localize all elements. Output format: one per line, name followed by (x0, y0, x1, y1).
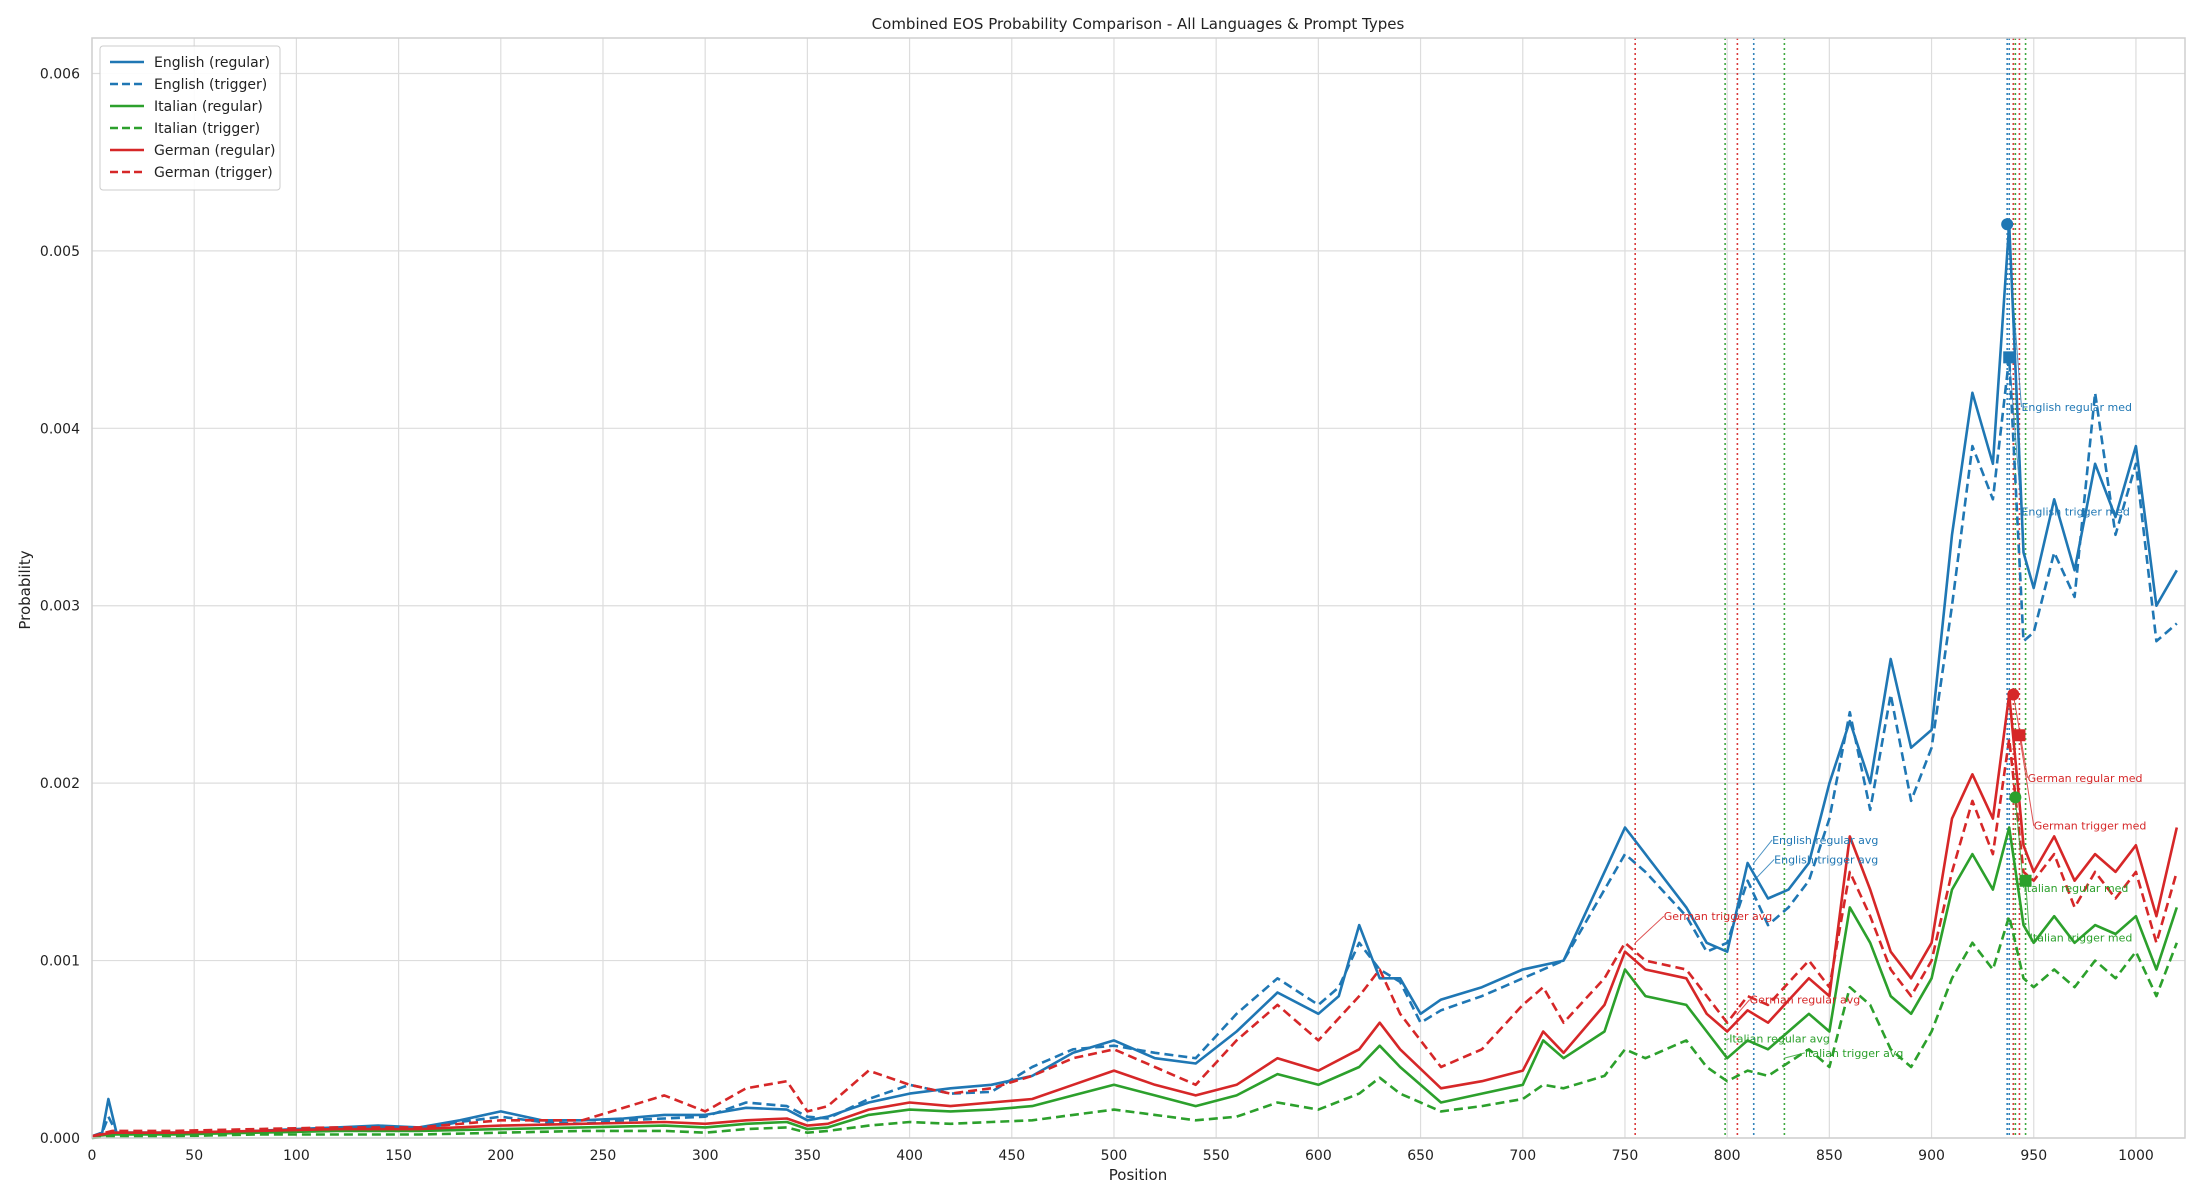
annotation-arrow (1753, 859, 1775, 882)
series-line (91, 737, 2179, 1138)
y-axis-label: Probability (16, 550, 34, 629)
legend-entry: English (regular) (154, 55, 270, 71)
annotation-arrow (2006, 224, 2022, 408)
plot-frame (91, 37, 2186, 1139)
annotation-label: Italian regular med (2024, 882, 2129, 895)
annotation-label: English regular avg (1772, 834, 1878, 847)
legend-entry: German (regular) (154, 143, 275, 159)
median-marker (2009, 791, 2022, 804)
legend-entry: German (trigger) (154, 165, 273, 181)
annotation-arrow (2018, 735, 2035, 826)
axes: 0 50 100 150 200 250 300 350 400 450 500 550 600 650 7… (40, 37, 2186, 1164)
x-tick-label: 450 (998, 1148, 1025, 1164)
annotation-label: German trigger avg (1664, 910, 1772, 923)
series-line (91, 826, 2179, 1138)
legend-entry: Italian (regular) (154, 99, 263, 115)
x-tick-label: 500 (1101, 1148, 1128, 1164)
legend-entry: Italian (trigger) (154, 121, 260, 137)
x-tick-label: 700 (1509, 1148, 1536, 1164)
annotation-arrow (2025, 880, 2031, 938)
annotation-arrow (1753, 839, 1773, 864)
x-tick-label: 800 (1714, 1148, 1741, 1164)
series-line (91, 356, 2178, 1138)
median-marker (2001, 218, 2014, 231)
series-line (91, 914, 2179, 1140)
annotation-label: Italian trigger avg (1805, 1047, 1904, 1060)
x-tick-label: 300 (692, 1148, 719, 1164)
annotation-arrow (2014, 797, 2025, 888)
x-tick-label: 0 (88, 1148, 97, 1164)
annotations: English regular avg English trigger avg Ge… (1634, 218, 2147, 1060)
y-tick-label: 0.004 (40, 421, 80, 437)
median-marker (2003, 351, 2016, 364)
y-tick-label: 0.003 (40, 599, 80, 615)
x-tick-label: 600 (1305, 1148, 1332, 1164)
annotation-label: English trigger med (2021, 506, 2129, 519)
y-tick-label: 0.001 (40, 954, 80, 970)
median-marker (2019, 874, 2032, 887)
annotation-label: German regular avg (1750, 994, 1861, 1007)
series-lines (91, 223, 2179, 1140)
x-tick-label: 650 (1407, 1148, 1434, 1164)
x-tick-label: 550 (1203, 1148, 1230, 1164)
series-line (91, 693, 2179, 1138)
x-tick-label: 200 (487, 1148, 514, 1164)
x-tick-label: 950 (2020, 1148, 2047, 1164)
x-tick-label: 900 (1918, 1148, 1945, 1164)
x-tick-label: 850 (1816, 1148, 1843, 1164)
x-tick-label: 100 (283, 1148, 310, 1164)
annotation-arrow (1634, 915, 1665, 944)
annotation-arrow (2008, 357, 2022, 512)
x-tick-label: 150 (385, 1148, 412, 1164)
chart-title: Combined EOS Probability Comparison - Al… (872, 15, 1405, 33)
annotation-label: Italian trigger med (2030, 932, 2133, 945)
annotation-label: German trigger med (2034, 820, 2147, 833)
annotation-arrow (1784, 1052, 1805, 1059)
legend-entry: English (trigger) (154, 77, 267, 93)
legend: English (regular) English (trigger) Italia… (99, 45, 281, 191)
y-tick-label: 0.002 (40, 776, 80, 792)
annotation-arrow (1724, 1038, 1730, 1041)
x-tick-label: 250 (590, 1148, 617, 1164)
median-marker (2007, 688, 2020, 701)
median-marker (2013, 729, 2026, 742)
annotation-label: English trigger avg (1774, 853, 1878, 866)
x-tick-label: 350 (794, 1148, 821, 1164)
legend-box (99, 45, 281, 191)
reference-lines (1634, 38, 2027, 1138)
annotation-label: German regular med (2028, 772, 2143, 785)
y-tick-label: 0.005 (40, 244, 80, 260)
annotation-label: Italian regular avg (1729, 1033, 1830, 1046)
x-tick-label: 400 (896, 1148, 923, 1164)
x-axis-label: Position (1109, 1166, 1167, 1184)
y-tick-label: 0.000 (40, 1131, 80, 1147)
x-tick-label: 750 (1612, 1148, 1639, 1164)
annotation-label: English regular med (2021, 401, 2132, 414)
y-tick-label: 0.006 (40, 66, 80, 82)
annotation-arrow (1736, 999, 1751, 1015)
series-line (91, 223, 2178, 1138)
x-tick-label: 50 (185, 1148, 203, 1164)
x-tick-label: 1000 (2118, 1148, 2154, 1164)
